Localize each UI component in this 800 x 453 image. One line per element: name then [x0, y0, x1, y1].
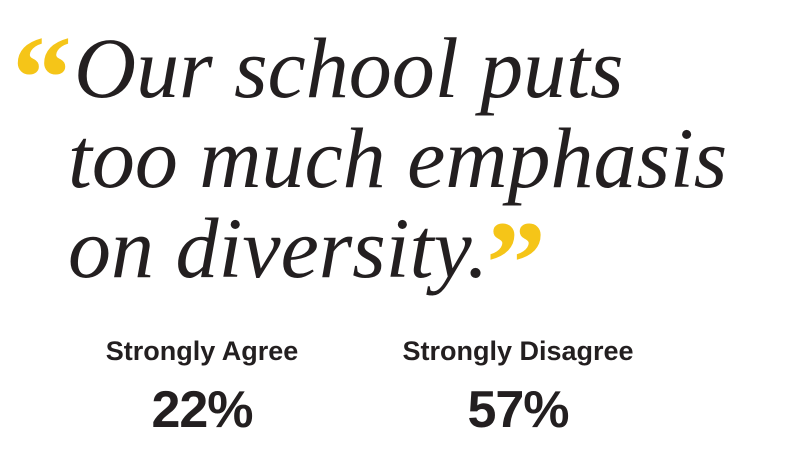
stat-value: 22% [151, 381, 252, 439]
stat-label: Strongly Agree [106, 336, 299, 366]
open-quote-mark: “ [12, 11, 72, 144]
stat-value: 57% [467, 381, 568, 439]
close-quote-mark: ” [486, 196, 546, 329]
quote-line: on diversity. [68, 200, 488, 296]
quote-line: Our school puts [74, 20, 623, 116]
stat-label: Strongly Disagree [402, 336, 633, 366]
quote-line: too much emphasis [68, 110, 727, 206]
